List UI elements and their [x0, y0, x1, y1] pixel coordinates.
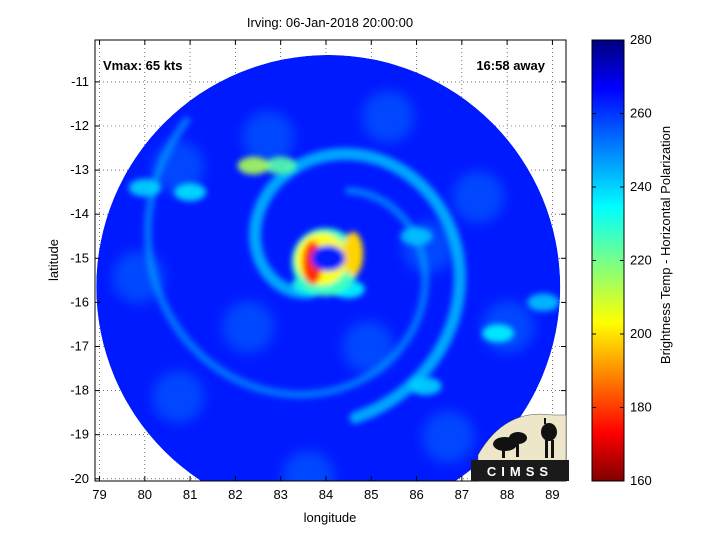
vmax-annotation: Vmax: 65 kts [103, 58, 183, 73]
convective-cell [482, 324, 515, 343]
y-tick-label: -20 [70, 471, 89, 486]
x-tick-label: 89 [545, 487, 559, 502]
chart-title: Irving: 06-Jan-2018 20:00:00 [247, 15, 413, 30]
y-tick-label: -18 [70, 383, 89, 398]
y-tick-label: -11 [71, 74, 89, 89]
y-tick-label: -19 [70, 427, 89, 442]
y-tick-label: -15 [70, 250, 89, 265]
plot-frame [94, 39, 567, 482]
colorbar-tick-label: 260 [630, 106, 652, 121]
x-axis-label: longitude [304, 510, 357, 525]
texture-patch [422, 410, 475, 463]
colorbar-ticks: 160 180 200 220 240 260 280 [592, 32, 652, 488]
away-annotation: 16:58 away [476, 58, 545, 73]
x-tick-label: 84 [319, 487, 333, 502]
microwave-swath [96, 54, 561, 481]
spiral-band [143, 116, 430, 399]
x-tick-label: 82 [228, 487, 242, 502]
x-tick-label: 87 [455, 487, 469, 502]
convective-cell [527, 293, 560, 312]
x-axis: 79 80 81 82 83 84 85 86 87 88 89 [92, 40, 560, 502]
convective-cell [237, 156, 270, 175]
eyewall [291, 228, 364, 297]
convective-cell [400, 227, 433, 246]
cimss-logo: CIMSS [471, 413, 569, 482]
spiral-band [248, 147, 466, 424]
convective-cell [174, 183, 207, 202]
texture-patch [152, 370, 205, 423]
y-tick-label: -16 [70, 294, 89, 309]
colorbar-label: Brightness Temp - Horizontal Polarizatio… [658, 126, 673, 364]
x-tick-label: 79 [92, 487, 106, 502]
x-tick-label: 81 [183, 487, 197, 502]
convective-cell [264, 156, 297, 175]
y-axis: -11 -12 -13 -14 -15 -16 -17 -18 -19 -20 [70, 74, 566, 486]
colorbar-tick-label: 160 [630, 473, 652, 488]
y-tick-label: -17 [70, 338, 89, 353]
x-tick-label: 83 [273, 487, 287, 502]
x-tick-label: 85 [364, 487, 378, 502]
eyewall-core [343, 231, 364, 276]
colorbar-tick-label: 280 [630, 32, 652, 47]
colorbar-tick-label: 180 [630, 400, 652, 415]
storm-eye [311, 245, 346, 272]
y-tick-label: -13 [70, 162, 89, 177]
colorbar-tick-label: 200 [630, 326, 652, 341]
texture-patch [342, 320, 395, 373]
spiral-bands [143, 116, 466, 424]
texture-patch [362, 90, 415, 143]
x-tick-label: 88 [500, 487, 514, 502]
y-tick-label: -12 [70, 118, 89, 133]
texture-patch [282, 450, 335, 481]
colorbar-tick-label: 220 [630, 253, 652, 268]
convective-cell [409, 377, 442, 396]
texture-patch [242, 110, 295, 163]
x-tick-label: 80 [138, 487, 152, 502]
y-tick-label: -14 [70, 206, 89, 221]
convective-cell [128, 178, 161, 197]
logo-text: CIMSS [487, 464, 553, 479]
colorbar-tick-label: 240 [630, 179, 652, 194]
y-axis-label: latitude [46, 239, 61, 281]
x-tick-label: 86 [409, 487, 423, 502]
texture-patch [222, 300, 275, 353]
swath-texture [112, 90, 535, 481]
texture-patch [452, 170, 505, 223]
colorbar-gradient [591, 39, 625, 482]
colorbar: 160 180 200 220 240 260 280 Brightness Temp - … [591, 32, 673, 488]
